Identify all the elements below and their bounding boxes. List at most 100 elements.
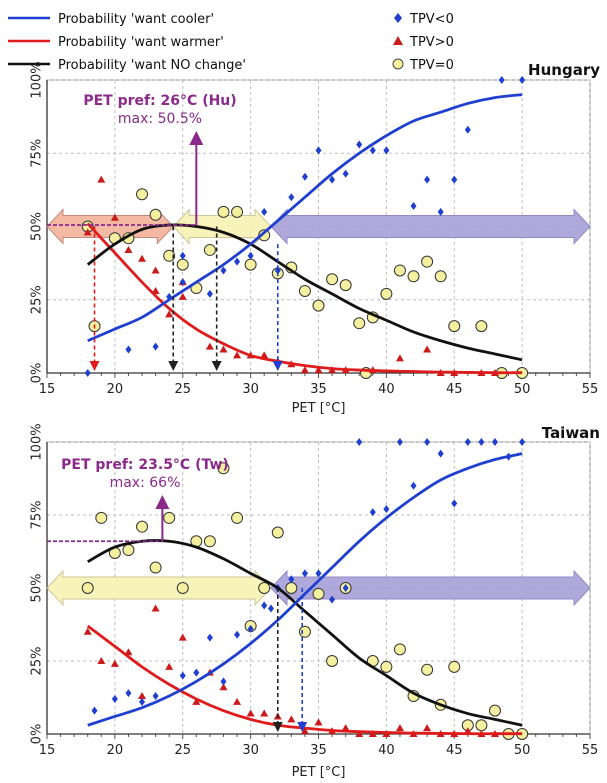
point-tpv-negative	[410, 481, 417, 490]
point-tpv-zero	[136, 520, 149, 533]
point-tpv-positive	[138, 692, 147, 700]
point-tpv-positive	[260, 351, 269, 359]
point-tpv-positive	[423, 724, 432, 732]
point-tpv-positive	[151, 266, 160, 274]
point-tpv-negative	[247, 251, 254, 260]
point-tpv-negative	[288, 575, 295, 584]
point-tpv-negative	[193, 668, 200, 677]
point-tpv-negative	[179, 671, 186, 680]
point-tpv-positive	[233, 697, 242, 705]
x-tick-label: 50	[514, 743, 531, 758]
point-tpv-negative	[301, 172, 308, 181]
point-tpv-zero	[380, 287, 393, 300]
legend-item: TPV=0	[392, 58, 454, 73]
y-tick-label: 75%	[30, 501, 45, 530]
legend: Probability 'want cooler' Probability 'wa…	[8, 12, 454, 73]
chart-taiwan: 15 20 25 30 35 40 45 50 55 0% 25% 50% 75% 100% PET [°C…	[30, 423, 601, 780]
point-tpv-zero	[326, 273, 339, 286]
point-tpv-zero	[149, 561, 162, 574]
point-tpv-negative	[288, 193, 295, 202]
pref-annotation-title: PET pref: 26°C (Hu)	[83, 93, 236, 109]
threshold-drop-arrowhead	[168, 361, 179, 371]
point-tpv-negative	[315, 146, 322, 155]
point-tpv-negative	[261, 601, 268, 610]
point-tpv-positive	[165, 662, 174, 670]
point-tpv-zero	[488, 704, 501, 717]
y-tick-label: 50%	[30, 574, 45, 603]
point-tpv-negative	[356, 140, 363, 149]
point-tpv-negative	[274, 266, 281, 275]
chart-hungary: 15 20 25 30 35 40 45 50 55 0% 25% 50% 75% 100% PET [°C…	[30, 61, 601, 416]
point-tpv-positive	[300, 366, 309, 374]
point-tpv-zero	[312, 299, 325, 312]
legend-item: Probability 'want NO change'	[8, 58, 246, 73]
point-tpv-negative	[369, 508, 376, 517]
point-tpv-zero	[380, 660, 393, 673]
x-tick-label: 15	[39, 382, 56, 397]
legend-item: TPV>0	[393, 35, 454, 50]
point-tpv-zero	[163, 511, 176, 524]
legend-label: Probability 'want cooler'	[58, 12, 214, 27]
point-tpv-negative	[451, 499, 458, 508]
point-tpv-zero	[203, 243, 216, 256]
point-tpv-positive	[110, 213, 119, 221]
x-tick-label: 20	[107, 382, 124, 397]
threshold-drop-arrowhead	[272, 722, 283, 732]
x-axis-label: PET [°C]	[292, 401, 346, 416]
legend-circle-marker	[392, 58, 404, 70]
point-tpv-zero	[231, 205, 244, 218]
point-tpv-positive	[205, 342, 214, 350]
point-tpv-zero	[258, 229, 271, 242]
curve-want-cooler	[87, 452, 523, 727]
y-tick-label: 0%	[30, 363, 45, 384]
point-tpv-negative	[464, 125, 471, 134]
x-tick-label: 35	[310, 743, 327, 758]
point-tpv-negative	[139, 697, 146, 706]
x-tick-label: 30	[242, 743, 259, 758]
point-tpv-negative	[383, 505, 390, 514]
threshold-drop-arrowhead	[89, 361, 100, 371]
x-tick-label: 40	[378, 743, 395, 758]
point-tpv-positive	[219, 345, 228, 353]
point-tpv-positive	[124, 245, 133, 253]
legend-triangle-marker	[393, 36, 403, 45]
point-tpv-negative	[342, 169, 349, 178]
point-tpv-negative	[424, 438, 431, 446]
point-tpv-positive	[260, 709, 269, 717]
point-tpv-negative	[498, 76, 505, 84]
point-tpv-zero	[244, 258, 257, 271]
point-tpv-zero	[95, 511, 108, 524]
point-tpv-negative	[206, 289, 213, 298]
pref-annotation-title: PET pref: 23.5°C (Tw)	[61, 457, 229, 473]
point-tpv-positive	[314, 718, 323, 726]
point-tpv-negative	[410, 201, 417, 210]
legend-label: TPV<0	[409, 12, 454, 27]
y-tick-label: 0%	[30, 724, 45, 745]
point-tpv-zero	[298, 625, 311, 638]
legend-diamond-marker	[394, 13, 402, 23]
point-tpv-negative	[329, 595, 336, 604]
x-tick-label: 55	[582, 382, 599, 397]
point-tpv-negative	[437, 207, 444, 216]
point-tpv-negative	[206, 633, 213, 642]
x-tick-label: 45	[446, 382, 463, 397]
point-tpv-negative	[125, 345, 132, 354]
curve-want-warmer	[86, 624, 523, 736]
y-tick-label: 25%	[30, 647, 45, 676]
pref-arrowhead	[155, 495, 170, 509]
x-tick-label: 20	[107, 743, 124, 758]
point-tpv-positive	[341, 724, 350, 732]
x-axis-label: PET [°C]	[292, 765, 346, 780]
x-tick-label: 40	[378, 382, 395, 397]
x-tick-label: 50	[514, 382, 531, 397]
y-tick-label: 25%	[30, 285, 45, 314]
y-tick-label: 100%	[30, 61, 45, 98]
point-tpv-zero	[407, 270, 420, 283]
point-tpv-negative	[84, 369, 91, 377]
point-tpv-zero	[421, 663, 434, 676]
point-tpv-zero	[421, 255, 434, 268]
pref-arrowhead	[189, 131, 204, 145]
point-tpv-zero	[163, 249, 176, 262]
point-tpv-negative	[424, 175, 431, 184]
point-tpv-negative	[261, 207, 268, 216]
